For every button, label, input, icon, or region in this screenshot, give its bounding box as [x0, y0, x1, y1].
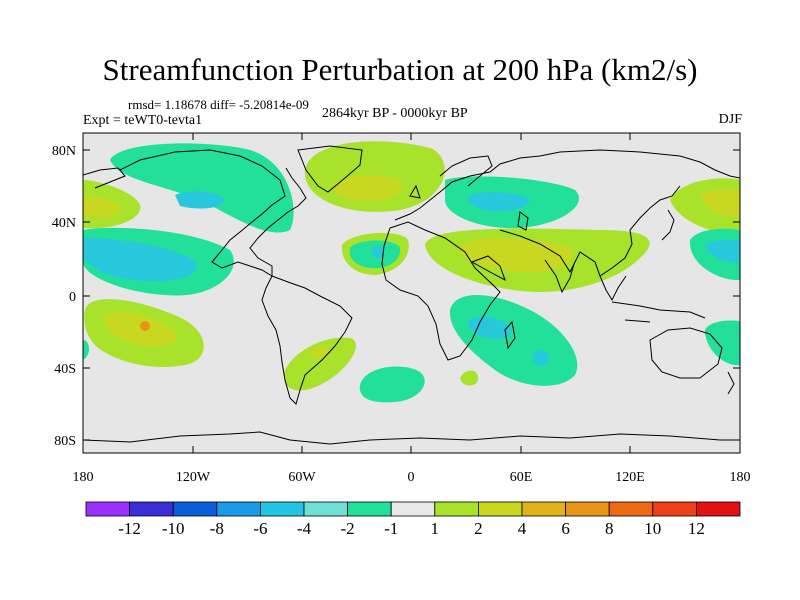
colorbar-label: -10 [162, 519, 185, 538]
colorbar-swatch [303, 501, 348, 517]
experiment-label: Expt = teWT0-tevta1 [83, 113, 203, 128]
coastline-south-america [261, 275, 353, 405]
coastline-caspian [517, 211, 529, 231]
region-europe-low-core [468, 192, 530, 212]
coastline-antarctica [83, 431, 740, 445]
coastline-madagascar [504, 320, 516, 350]
lon-tick-label: 120E [615, 470, 645, 485]
lat-tick-label: 80S [54, 434, 76, 449]
colorbar: -12 -10 -8 -6 -4 -2 -1 1 2 4 6 8 10 12 [85, 501, 741, 538]
lon-tick-label: 60W [288, 470, 316, 485]
region-north-atlantic-high-core [333, 174, 402, 202]
lon-tick-label: 120W [176, 470, 211, 485]
lon-tick-label: 180 [73, 470, 94, 485]
coastline-greenland [297, 145, 363, 193]
colorbar-label: -12 [118, 519, 141, 538]
region-north-pacific-low [110, 143, 294, 233]
coastline-arabia [470, 255, 506, 282]
region-south-america-high-core [310, 346, 331, 359]
region-south-atlantic-low [359, 366, 425, 403]
region-southwest-pacific-low [705, 320, 740, 366]
colorbar-swatch [216, 501, 261, 517]
region-north-pacific-low-core [175, 191, 225, 209]
colorbar-label: -1 [384, 519, 398, 538]
colorbar-label: 12 [688, 519, 705, 538]
lat-tick-label: 0 [69, 290, 76, 305]
region-north-pacific-high-west-core [83, 196, 121, 218]
colorbar-swatch [521, 501, 566, 517]
field-contours [83, 141, 740, 445]
colorbar-swatch [259, 501, 305, 517]
coastline-asia-south [499, 185, 681, 277]
colorbar-swatch [696, 501, 741, 517]
lon-tick-label: 180 [730, 470, 751, 485]
coastline-europe [394, 149, 740, 221]
colorbar-label: -4 [297, 519, 312, 538]
colorbar-label: 4 [518, 519, 527, 538]
region-west-pacific-low-core [705, 240, 740, 263]
coastline-india [544, 259, 575, 294]
region-north-america-low-core [83, 238, 197, 282]
coastline-africa [381, 221, 501, 361]
region-indian-ocean-low-core [468, 316, 512, 339]
coastline-scandinavia [439, 155, 493, 187]
latitude-axis: 80N 40N 0 40S 80S [52, 144, 740, 449]
colorbar-swatch [347, 501, 392, 517]
colorbar-label: 1 [431, 519, 440, 538]
lon-tick-label: 60E [510, 470, 533, 485]
colorbar-label: 2 [474, 519, 483, 538]
coastline-indochina [599, 275, 627, 302]
colorbar-swatch [608, 501, 654, 517]
colorbar-swatch [652, 501, 697, 517]
colorbar-swatch [477, 501, 523, 517]
coastline-indonesia [611, 301, 706, 323]
colorbar-label: -6 [253, 519, 267, 538]
map-title: Streamfunction Perturbation at 200 hPa (… [102, 52, 698, 87]
colorbar-swatch [434, 501, 479, 517]
coastline-alaska [83, 167, 126, 189]
statistics-text: rmsd= 1.18678 diff= -5.20814e-09 [128, 97, 309, 112]
period-label: 2864kyr BP - 0000kyr BP [322, 106, 468, 121]
colorbar-label: 10 [644, 519, 661, 538]
colorbar-label: -2 [341, 519, 355, 538]
colorbar-label: 6 [561, 519, 570, 538]
coastline-north-america [119, 149, 307, 277]
lon-tick-label: 0 [408, 470, 415, 485]
longitude-axis: 180 120W 60W 0 60E 120E 180 [73, 133, 751, 485]
colorbar-label: -8 [210, 519, 224, 538]
lat-tick-label: 40S [54, 362, 76, 377]
region-south-pacific-high-core [104, 312, 177, 347]
region-south-atlantic-high [460, 370, 478, 386]
coastline-uk [409, 184, 421, 199]
coastline-new-zealand [727, 371, 735, 395]
colorbar-swatch [172, 501, 218, 517]
region-south-pacific-max [140, 321, 150, 331]
positive-anomaly-regions [83, 141, 740, 391]
region-south-america-high [284, 337, 356, 391]
lat-tick-label: 40N [52, 216, 76, 231]
region-southeast-pacific-low [83, 340, 90, 360]
colorbar-swatch [390, 501, 436, 517]
coastlines [83, 145, 740, 445]
region-atlantic-low-core [372, 246, 384, 258]
colorbar-swatch [85, 501, 130, 517]
region-indian-ocean-low-core-east [533, 350, 549, 366]
coastline-japan [661, 209, 675, 241]
colorbar-label: 8 [605, 519, 614, 538]
coastline-australia [649, 327, 723, 379]
colorbar-swatch [565, 501, 610, 517]
region-north-pacific-high-core [700, 189, 740, 217]
lat-tick-label: 80N [52, 144, 76, 159]
colorbar-swatch [129, 501, 174, 517]
season-label: DJF [718, 112, 742, 127]
